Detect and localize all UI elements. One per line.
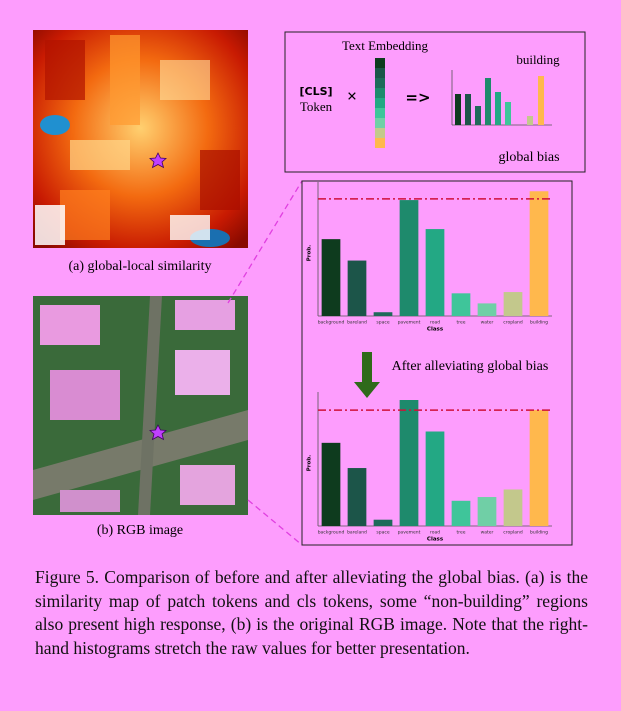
y-axis-label: Prob. <box>307 245 313 262</box>
panel-caption: (a) global-local similarity <box>68 259 211 274</box>
x-tick-label: space <box>376 531 389 536</box>
bar <box>477 303 497 316</box>
label: Text Embedding <box>342 38 429 53</box>
bar <box>451 293 471 316</box>
x-tick-label: road <box>430 530 440 536</box>
connector <box>247 499 303 546</box>
bar <box>399 400 419 526</box>
x-tick-label: background <box>318 320 345 326</box>
x-axis-label: Class <box>427 327 444 333</box>
bar <box>477 497 497 526</box>
figure-graphics: (a) global-local similarity (b) RGB imag… <box>33 30 586 546</box>
x-tick-label: water <box>481 530 494 536</box>
x-tick-label: tree <box>456 530 465 536</box>
bar <box>529 191 549 316</box>
x-tick-label: background <box>318 530 345 536</box>
x-tick-label: bareland <box>347 320 367 326</box>
x-axis-label: Class <box>427 537 444 543</box>
x-tick-label: pavement <box>398 530 421 536</box>
bar <box>425 229 445 316</box>
bar <box>451 500 471 526</box>
bar <box>321 239 341 316</box>
x-tick-label: tree <box>456 320 465 326</box>
bar <box>347 260 367 316</box>
bar <box>321 442 341 526</box>
x-tick-label: road <box>430 320 440 326</box>
similarity-map <box>33 30 248 248</box>
bar <box>425 431 445 526</box>
label: building <box>516 52 560 67</box>
operator: => <box>405 89 430 107</box>
x-tick-label: building <box>530 320 548 326</box>
rgb-image <box>33 296 248 515</box>
x-tick-label: building <box>530 530 548 536</box>
panel-caption: (b) RGB image <box>97 523 183 538</box>
label: [CLS] <box>299 85 332 98</box>
x-tick-label: space <box>376 321 389 326</box>
x-tick-label: cropland <box>503 320 523 326</box>
arrow <box>354 352 380 398</box>
diagram: Text Embedding [CLS] Token × => building… <box>284 31 586 173</box>
label: Token <box>300 99 333 114</box>
bar <box>503 489 523 526</box>
x-tick-label: cropland <box>503 530 523 536</box>
connector <box>227 180 303 304</box>
arrow-label: After alleviating global bias <box>392 359 549 374</box>
bar <box>399 200 419 316</box>
bar <box>347 468 367 526</box>
figure-caption: Figure 5. Comparison of before and after… <box>35 567 588 658</box>
x-tick-label: pavement <box>398 320 421 326</box>
bar <box>529 410 549 526</box>
charts-box <box>301 180 573 546</box>
bar <box>373 519 393 526</box>
y-axis-label: Prob. <box>307 455 313 472</box>
bar <box>373 312 393 316</box>
x-tick-label: bareland <box>347 530 367 536</box>
operator: × <box>347 86 357 106</box>
x-tick-label: water <box>481 320 494 326</box>
label: global bias <box>498 150 559 165</box>
bar <box>503 292 523 316</box>
